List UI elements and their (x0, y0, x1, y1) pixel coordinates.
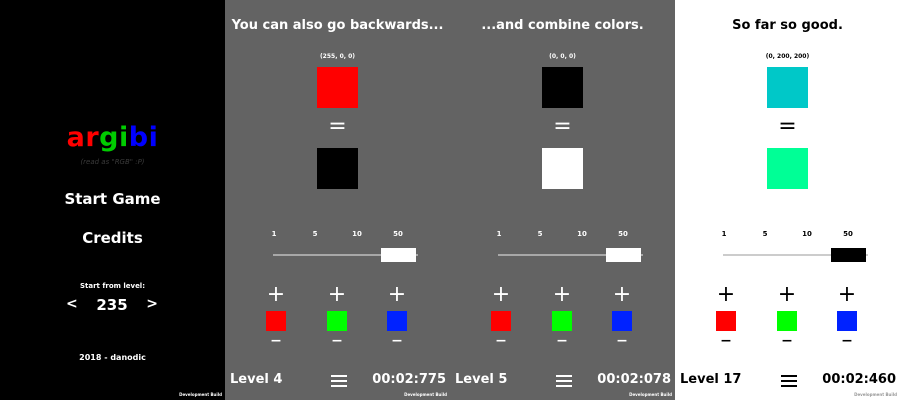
step-label[interactable]: 50 (393, 230, 403, 238)
dev-build-watermark: Development Build (629, 392, 672, 397)
level-increase-arrow-icon[interactable]: > (146, 296, 158, 312)
level-number: Level 5 (455, 372, 508, 387)
current-color-swatch (767, 148, 808, 189)
level-hint-title: So far so good. (732, 18, 843, 33)
main-menu-panel: argibi (read as "RGB" :P) Start Game Cre… (0, 0, 225, 400)
target-rgb-label: (0, 0, 0) (549, 53, 576, 60)
level-hint-title: ...and combine colors. (481, 18, 644, 33)
equals-sign: = (553, 114, 572, 139)
game-logo: argibi (0, 122, 225, 153)
blue-channel-swatch (612, 311, 632, 331)
hamburger-menu-icon[interactable] (331, 375, 347, 387)
step-slider-thumb[interactable] (831, 248, 866, 262)
green-channel-swatch (552, 311, 572, 331)
step-label[interactable]: 1 (271, 230, 277, 238)
equals-sign: = (778, 114, 797, 139)
current-color-swatch (542, 148, 583, 189)
step-label[interactable]: 5 (537, 230, 543, 238)
level-number: Level 17 (680, 372, 742, 387)
step-size-labels: 1 5 10 50 (675, 230, 900, 240)
green-minus-button[interactable]: – (781, 328, 793, 353)
step-label[interactable]: 1 (721, 230, 727, 238)
target-color-swatch (767, 67, 808, 108)
step-label[interactable]: 10 (352, 230, 362, 238)
start-level-value: 235 (96, 296, 128, 314)
hamburger-menu-icon[interactable] (556, 375, 572, 387)
logo-part-gi: gi (99, 122, 129, 153)
step-size-labels: 1 5 10 50 (225, 230, 450, 240)
step-slider-track[interactable] (498, 254, 643, 256)
logo-tagline: (read as "RGB" :P) (80, 158, 145, 166)
level-hint-title: You can also go backwards... (231, 18, 444, 33)
dev-build-watermark: Development Build (179, 392, 222, 397)
logo-part-bi: bi (128, 122, 159, 153)
step-label[interactable]: 5 (762, 230, 768, 238)
credits-button[interactable]: Credits (82, 229, 143, 247)
dev-build-watermark: Development Build (404, 392, 447, 397)
red-plus-button[interactable]: + (491, 282, 511, 307)
level-panel: You can also go backwards... (255, 0, 0)… (225, 0, 450, 400)
green-minus-button[interactable]: – (556, 328, 568, 353)
level-timer: 00:02:078 (597, 372, 671, 387)
red-plus-button[interactable]: + (716, 282, 736, 307)
equals-sign: = (328, 114, 347, 139)
start-game-button[interactable]: Start Game (64, 190, 161, 208)
green-minus-button[interactable]: – (331, 328, 343, 353)
step-label[interactable]: 5 (312, 230, 318, 238)
level-panel: ...and combine colors. (0, 0, 0) = 1 5 1… (450, 0, 675, 400)
red-minus-button[interactable]: – (270, 328, 282, 353)
green-plus-button[interactable]: + (777, 282, 797, 307)
green-plus-button[interactable]: + (327, 282, 347, 307)
level-status-bar: Level 5 00:02:078 (450, 372, 675, 390)
level-number: Level 4 (230, 372, 283, 387)
green-channel-swatch (777, 311, 797, 331)
level-status-bar: Level 17 00:02:460 (675, 372, 900, 390)
blue-minus-button[interactable]: – (391, 328, 403, 353)
red-minus-button[interactable]: – (495, 328, 507, 353)
step-slider-thumb[interactable] (606, 248, 641, 262)
red-channel-swatch (716, 311, 736, 331)
step-label[interactable]: 10 (577, 230, 587, 238)
green-plus-button[interactable]: + (552, 282, 572, 307)
red-channel-swatch (491, 311, 511, 331)
copyright-footer: 2018 - danodic (79, 353, 146, 362)
step-label[interactable]: 10 (802, 230, 812, 238)
logo-part-ar: ar (66, 122, 100, 153)
step-slider-track[interactable] (723, 254, 868, 256)
blue-channel-swatch (387, 311, 407, 331)
current-color-swatch (317, 148, 358, 189)
red-channel-swatch (266, 311, 286, 331)
red-minus-button[interactable]: – (720, 328, 732, 353)
blue-plus-button[interactable]: + (837, 282, 857, 307)
level-timer: 00:02:775 (372, 372, 446, 387)
step-slider-track[interactable] (273, 254, 418, 256)
start-from-level-label: Start from level: (79, 282, 146, 290)
dev-build-watermark: Development Build (854, 392, 897, 397)
green-channel-swatch (327, 311, 347, 331)
blue-channel-swatch (837, 311, 857, 331)
step-label[interactable]: 1 (496, 230, 502, 238)
target-color-swatch (542, 67, 583, 108)
start-level-selector: 235 < > (62, 296, 162, 316)
target-color-swatch (317, 67, 358, 108)
step-slider-thumb[interactable] (381, 248, 416, 262)
level-panel: So far so good. (0, 200, 200) = 1 5 10 5… (675, 0, 900, 400)
target-rgb-label: (0, 200, 200) (765, 53, 810, 60)
step-size-labels: 1 5 10 50 (450, 230, 675, 240)
blue-plus-button[interactable]: + (612, 282, 632, 307)
blue-plus-button[interactable]: + (387, 282, 407, 307)
red-plus-button[interactable]: + (266, 282, 286, 307)
step-label[interactable]: 50 (843, 230, 853, 238)
blue-minus-button[interactable]: – (841, 328, 853, 353)
level-decrease-arrow-icon[interactable]: < (66, 296, 78, 312)
target-rgb-label: (255, 0, 0) (319, 53, 356, 60)
level-timer: 00:02:460 (822, 372, 896, 387)
level-status-bar: Level 4 00:02:775 (225, 372, 450, 390)
blue-minus-button[interactable]: – (616, 328, 628, 353)
hamburger-menu-icon[interactable] (781, 375, 797, 387)
step-label[interactable]: 50 (618, 230, 628, 238)
